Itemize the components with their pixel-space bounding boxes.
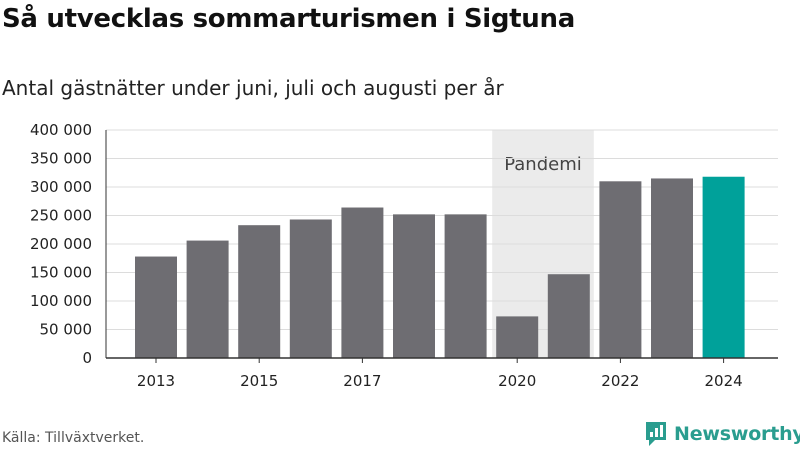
x-tick-label: 2015: [240, 372, 278, 390]
chart-subtitle: Antal gästnätter under juni, juli och au…: [2, 76, 504, 100]
bar-2021: [547, 274, 590, 358]
bar-2013: [135, 256, 177, 358]
brand-name: Newsworthy: [674, 423, 800, 445]
bars: [135, 176, 745, 358]
y-tick-label: 200 000: [30, 235, 92, 253]
y-tick-label: 150 000: [30, 264, 92, 282]
bar-2018: [393, 214, 435, 358]
brand-logo: Newsworthy: [644, 418, 800, 450]
axes: [105, 130, 778, 363]
bar-2019: [444, 214, 487, 358]
x-tick-label: 2020: [498, 372, 536, 390]
bar-2017: [341, 207, 384, 358]
bar-2022: [599, 181, 642, 358]
bar-2016: [289, 219, 332, 358]
bar-2024: [702, 176, 745, 358]
source-note: Källa: Tillväxtverket.: [2, 430, 145, 446]
newsworthy-logo-icon: [646, 422, 666, 446]
x-tick-label: 2013: [137, 372, 175, 390]
pandemic-label: Pandemi: [504, 154, 582, 175]
y-tick-label: 0: [82, 349, 92, 367]
bar-2020: [496, 316, 539, 358]
tick-labels: 0 50 000 100 000 150 000 200 000 250 000 300 0…: [30, 121, 743, 390]
bar-2023: [651, 178, 693, 358]
bar-2014: [186, 240, 229, 358]
x-tick-label: 2024: [705, 372, 743, 390]
chart-title: Så utvecklas sommarturismen i Sigtuna: [2, 4, 575, 34]
y-tick-label: 50 000: [40, 321, 93, 339]
x-tick-label: 2022: [601, 372, 639, 390]
y-tick-label: 400 000: [30, 121, 92, 139]
bar-2015: [238, 225, 281, 358]
y-tick-label: 250 000: [30, 207, 92, 225]
y-tick-label: 100 000: [30, 292, 92, 310]
y-tick-label: 350 000: [30, 150, 92, 168]
y-tick-label: 300 000: [30, 178, 92, 196]
x-tick-label: 2017: [343, 372, 381, 390]
